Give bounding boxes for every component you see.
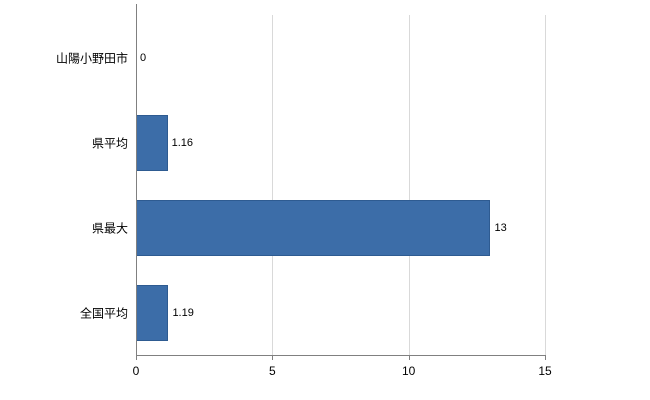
- bar: [136, 284, 169, 341]
- x-tick: [545, 356, 546, 360]
- plot-area: 0 1.16 13 1.19: [136, 15, 546, 355]
- category-label: 山陽小野田市: [55, 51, 128, 65]
- x-tick: [136, 356, 137, 360]
- gridline: [272, 15, 274, 355]
- x-axis-line: [136, 355, 546, 356]
- bar-value-label: 0: [140, 51, 147, 64]
- y-axis-line: [136, 4, 137, 355]
- x-tick: [408, 356, 410, 360]
- bar-value-label: 1.19: [172, 306, 194, 319]
- x-tick-label: 15: [538, 364, 552, 378]
- bar: [136, 114, 168, 171]
- gridline: [545, 15, 546, 355]
- x-tick: [272, 356, 274, 360]
- gridline: [408, 15, 410, 355]
- x-tick-label: 5: [268, 364, 276, 378]
- bar: [136, 199, 491, 256]
- bar-value-label: 13: [494, 221, 507, 234]
- x-tick-label: 10: [401, 364, 416, 378]
- bar-value-label: 1.16: [171, 136, 194, 149]
- category-label: 県平均: [91, 136, 128, 150]
- x-tick-label: 0: [132, 364, 140, 378]
- category-label: 全国平均: [79, 306, 128, 320]
- category-label: 県最大: [91, 221, 128, 235]
